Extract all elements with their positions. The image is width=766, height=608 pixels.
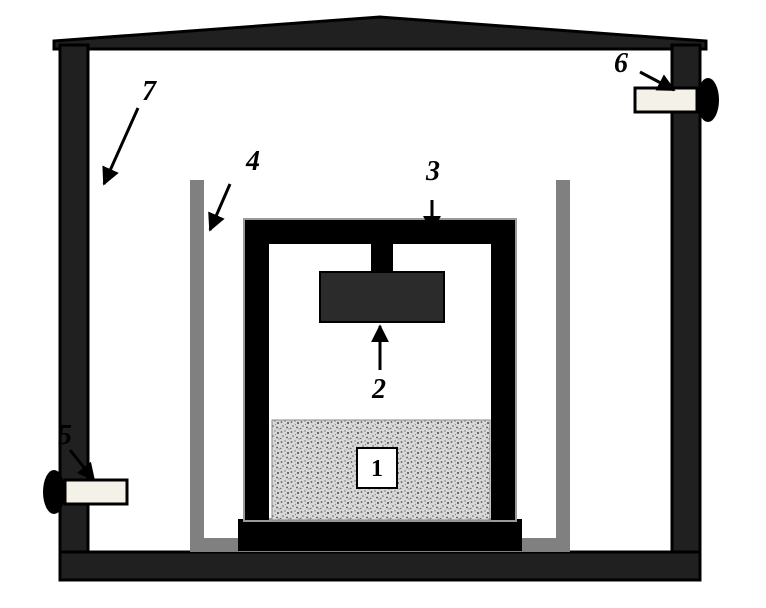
valve-right-wheel (697, 78, 719, 122)
cabinet-lid (54, 17, 706, 49)
label-l2: 2 (371, 374, 386, 405)
label-1-text: 1 (371, 456, 383, 482)
cabinet-floor (60, 552, 700, 580)
valve-left-wheel (43, 470, 65, 514)
ram-head (320, 272, 444, 322)
label-l3: 3 (425, 156, 440, 187)
vessel-right-wall (556, 180, 570, 552)
arrow-4 (210, 184, 230, 230)
cabinet-right-wall (672, 45, 700, 580)
press-left-column (245, 220, 269, 520)
arrow-7 (104, 108, 138, 184)
press-right-column (491, 220, 515, 520)
press-top-bar (245, 220, 515, 244)
label-l6: 6 (614, 48, 628, 79)
press-base (239, 520, 521, 550)
label-l7: 7 (142, 76, 157, 107)
label-l4: 4 (245, 146, 260, 177)
valve-left-body (65, 480, 127, 504)
apparatus-schematic: 1 2 3 4 5 6 7 (0, 0, 766, 608)
valve-right-body (635, 88, 697, 112)
vessel-left-wall (190, 180, 204, 552)
label-l5: 5 (58, 420, 72, 451)
